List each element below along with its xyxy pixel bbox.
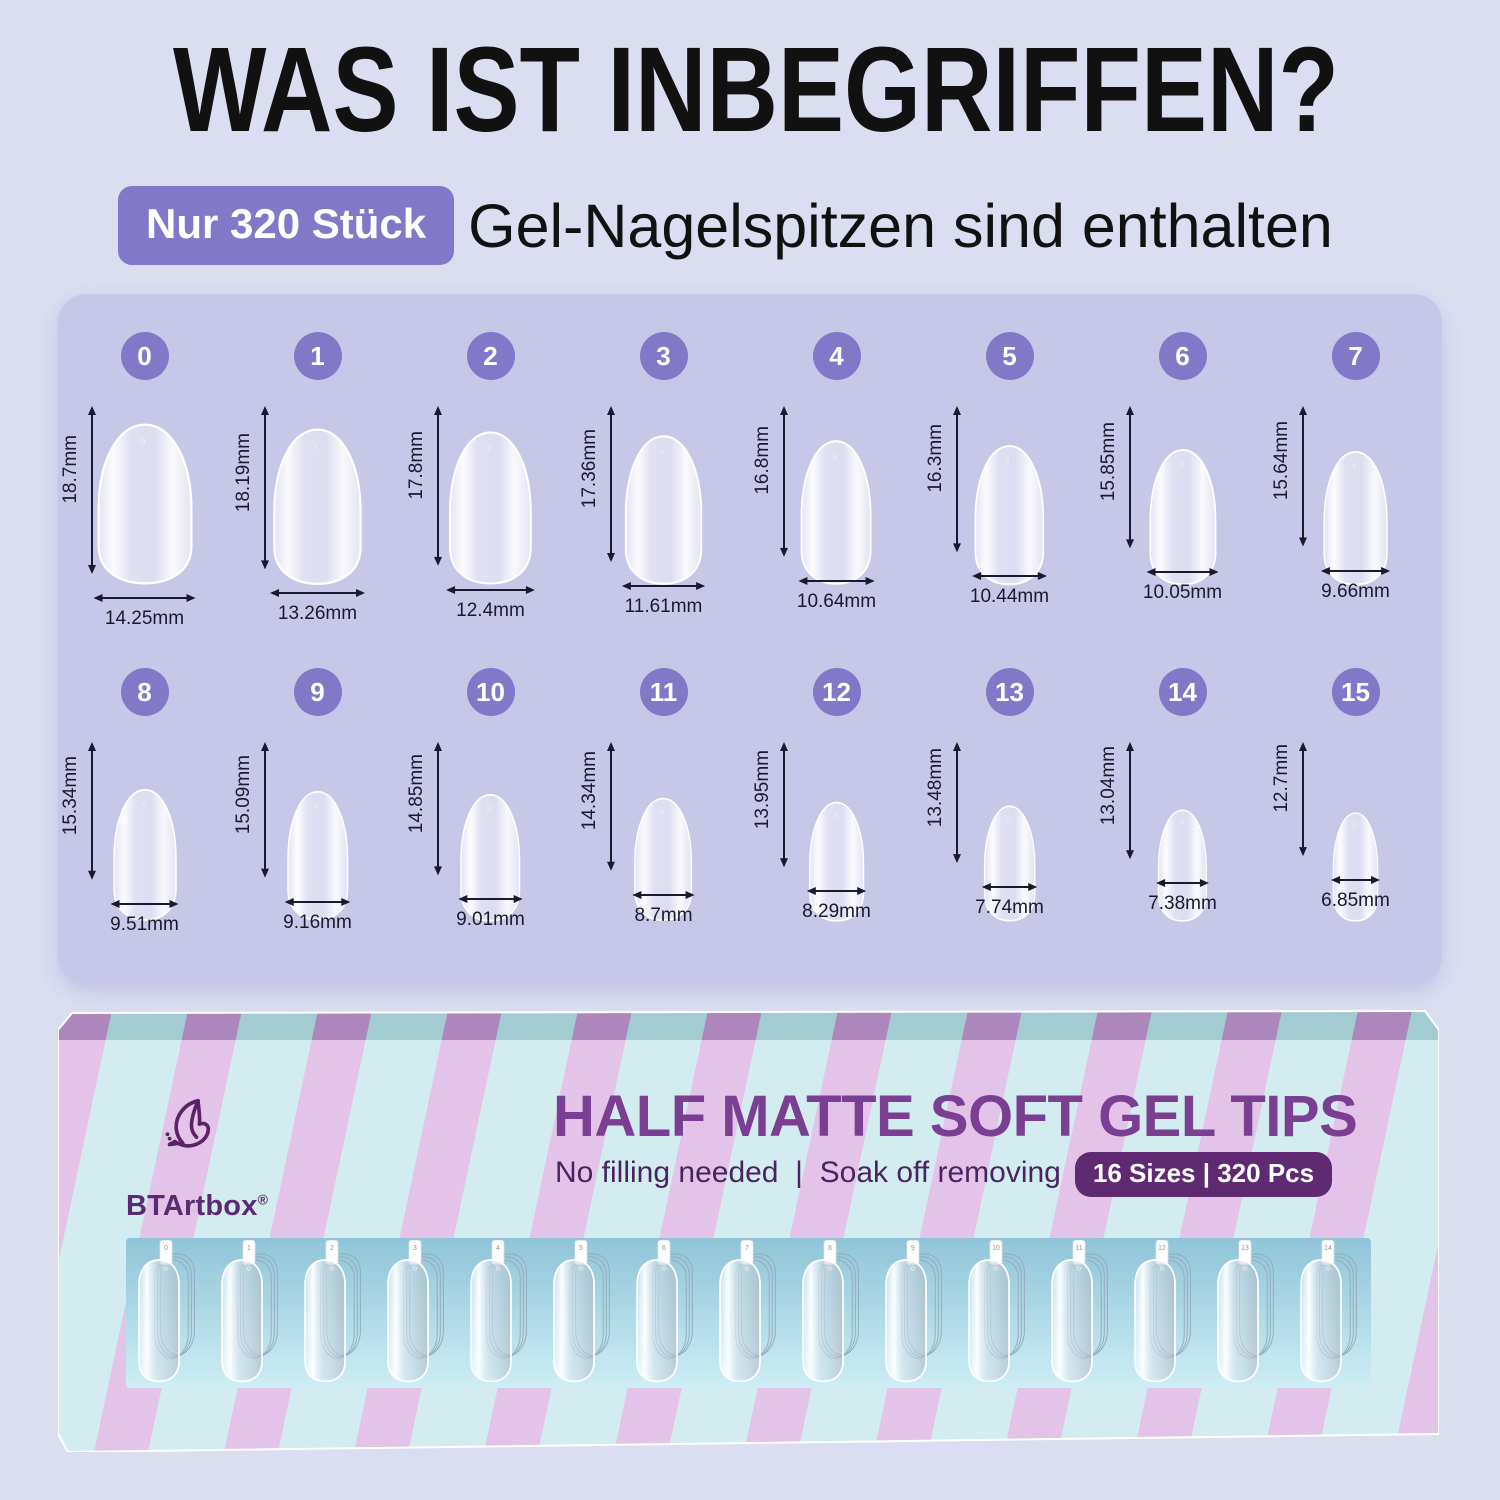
svg-text:9: 9 — [911, 1245, 915, 1252]
svg-text:3: 3 — [413, 1245, 417, 1252]
svg-text:1: 1 — [314, 441, 318, 450]
svg-text:7: 7 — [745, 1245, 749, 1252]
svg-text:9: 9 — [315, 804, 318, 811]
svg-text:10: 10 — [487, 805, 493, 812]
svg-text:2: 2 — [330, 1245, 334, 1252]
svg-text:14: 14 — [1179, 819, 1184, 826]
svg-text:4: 4 — [496, 1245, 500, 1252]
svg-text:2: 2 — [487, 444, 491, 453]
svg-text:1: 1 — [247, 1245, 251, 1252]
svg-text:11: 11 — [660, 809, 665, 816]
svg-text:12: 12 — [1158, 1245, 1166, 1252]
svg-text:0: 0 — [164, 1245, 168, 1252]
svg-text:14: 14 — [1324, 1245, 1332, 1252]
svg-text:4: 4 — [833, 453, 837, 461]
svg-text:10: 10 — [992, 1245, 1000, 1252]
svg-text:6: 6 — [1180, 461, 1184, 469]
svg-text:12: 12 — [833, 812, 838, 819]
svg-text:11: 11 — [1075, 1245, 1082, 1252]
svg-text:8: 8 — [828, 1245, 832, 1252]
svg-text:6: 6 — [662, 1245, 666, 1252]
svg-text:15: 15 — [1353, 822, 1358, 828]
svg-text:0: 0 — [140, 437, 145, 446]
svg-text:13: 13 — [1006, 816, 1011, 823]
svg-text:13: 13 — [1241, 1245, 1249, 1252]
svg-text:5: 5 — [579, 1245, 583, 1252]
svg-text:3: 3 — [660, 449, 664, 456]
svg-text:5: 5 — [1006, 457, 1010, 465]
